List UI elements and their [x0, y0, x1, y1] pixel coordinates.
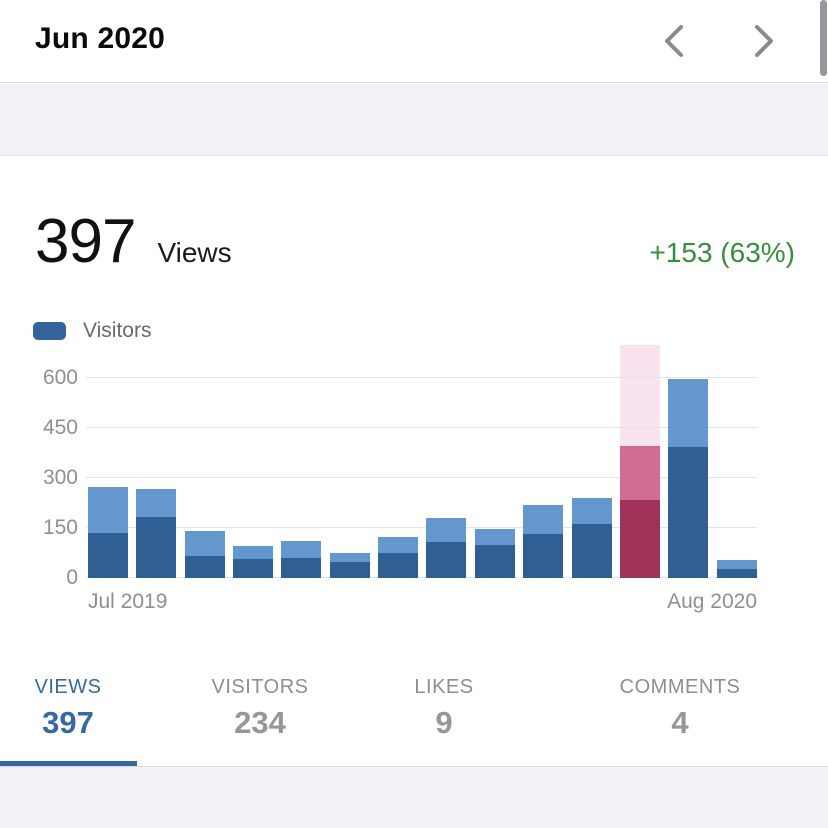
y-axis-label-450: 450: [42, 416, 78, 439]
y-axis-label-300: 300: [42, 466, 78, 489]
gridline-150: [86, 527, 757, 528]
gridline-300: [86, 477, 757, 478]
bar-visitors-sep-2019[interactable]: [185, 556, 225, 578]
views-delta: +153 (63%): [649, 237, 795, 268]
previous-period-button[interactable]: [648, 15, 700, 67]
tab-likes[interactable]: LIKES 9: [414, 676, 473, 741]
section-spacer: [0, 84, 828, 156]
scrollbar-thumb[interactable]: [820, 0, 827, 76]
summary-row: 397 Views +153 (63%): [35, 206, 795, 277]
bottom-spacer: [0, 766, 828, 828]
tab-value-views: 397: [42, 705, 94, 740]
bar-visitors-oct-2019[interactable]: [233, 559, 273, 578]
x-axis-label-end: Aug 2020: [667, 590, 757, 613]
bar-visitors-jul-2020[interactable]: [668, 447, 708, 578]
period-header: Jun 2020: [0, 0, 828, 83]
gridline-600: [86, 377, 757, 378]
bar-visitors-feb-2020[interactable]: [426, 542, 466, 578]
tab-value-visitors: 234: [234, 705, 286, 740]
chart-plot-area: [86, 345, 757, 578]
tab-views[interactable]: VIEWS 397: [35, 676, 102, 741]
y-axis-label-600: 600: [42, 366, 78, 389]
tab-value-comments: 4: [671, 705, 689, 740]
tab-comments[interactable]: COMMENTS 4: [620, 676, 741, 741]
tab-label-likes: LIKES: [414, 676, 474, 698]
tab-label-views: VIEWS: [34, 676, 102, 698]
bar-visitors-may-2020[interactable]: [572, 524, 612, 578]
gridline-450: [86, 427, 757, 428]
period-title: Jun 2020: [35, 22, 166, 55]
visitors-legend-swatch: [33, 322, 66, 340]
selected-tab-underline: [0, 761, 137, 766]
bar-visitors-mar-2020[interactable]: [475, 545, 515, 578]
x-axis-label-start: Jul 2019: [88, 590, 168, 613]
tab-label-visitors: VISITORS: [211, 676, 309, 698]
bar-chart: 0 150 300 450 600: [0, 345, 828, 589]
tab-label-comments: COMMENTS: [619, 676, 741, 698]
views-total-label: Views: [157, 237, 232, 268]
chevron-right-icon: [751, 21, 777, 61]
gridline-0: [86, 577, 757, 578]
bar-visitors-nov-2019[interactable]: [281, 558, 321, 578]
visitors-legend-label: Visitors: [83, 319, 152, 342]
bar-visitors-jun-2020[interactable]: [620, 500, 660, 578]
chevron-left-icon: [661, 21, 687, 61]
next-period-button[interactable]: [738, 15, 790, 67]
bar-visitors-jan-2020[interactable]: [378, 553, 418, 578]
tab-visitors[interactable]: VISITORS 234: [212, 676, 309, 741]
bar-visitors-aug-2019[interactable]: [136, 517, 176, 578]
bar-visitors-jul-2019[interactable]: [88, 533, 128, 578]
y-axis-label-0: 0: [66, 566, 78, 589]
bar-visitors-aug-2020[interactable]: [717, 569, 757, 578]
chart-legend: Visitors: [33, 319, 151, 343]
views-total: 397: [35, 207, 136, 276]
bar-visitors-dec-2019[interactable]: [330, 562, 370, 578]
tab-value-likes: 9: [435, 705, 453, 740]
y-axis-label-150: 150: [42, 516, 78, 539]
bar-visitors-apr-2020[interactable]: [523, 534, 563, 578]
